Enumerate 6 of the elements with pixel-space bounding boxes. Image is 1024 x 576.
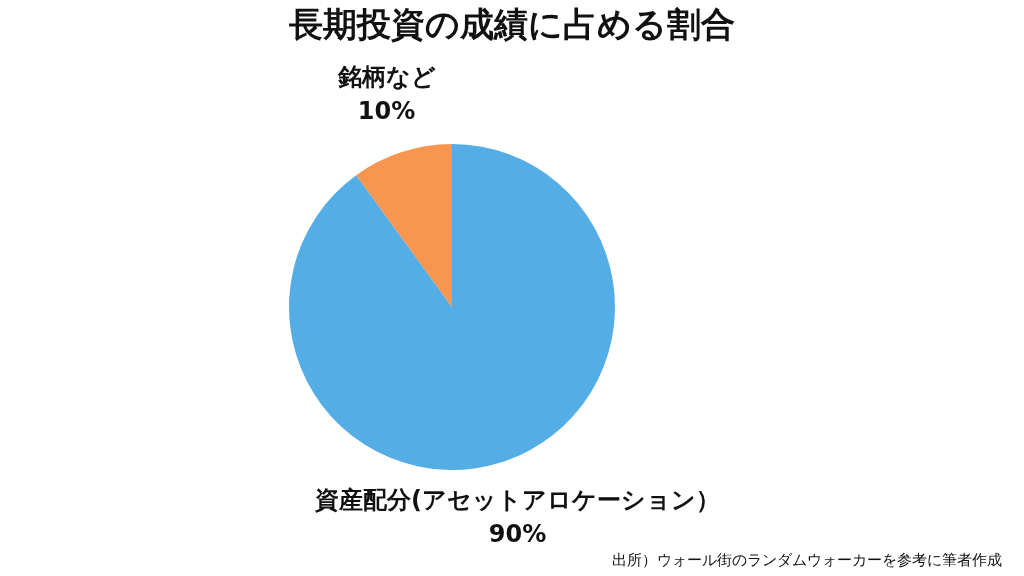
data-label: 90%: [488, 519, 547, 548]
data-label: 10%: [357, 96, 416, 125]
text: 出所）ウォール街のランダムウォーカーを参考に筆者作成: [612, 551, 1002, 570]
chart-title: 長期投資の成績に占める割合: [288, 3, 736, 46]
slice-label: 資産配分(アセットアロケーション）: [314, 485, 720, 514]
slice-label: 銘柄など: [336, 62, 436, 91]
